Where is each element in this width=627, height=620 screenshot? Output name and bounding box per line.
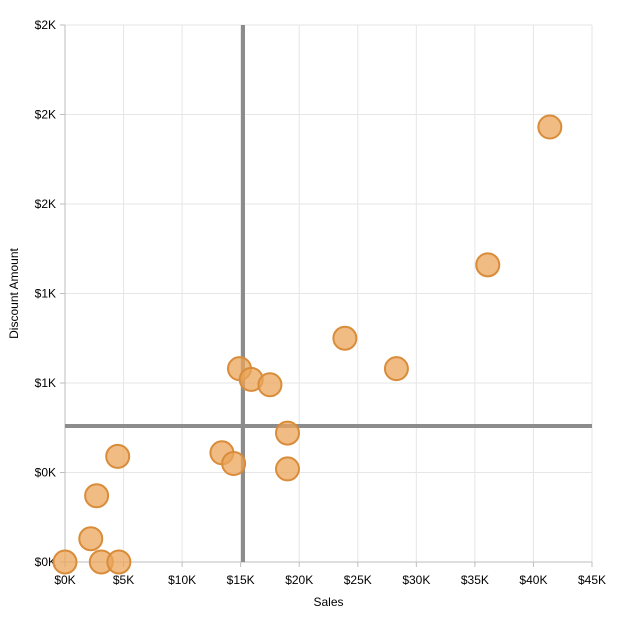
x-tick-label: $25K [344, 573, 372, 587]
reference-lines [65, 25, 592, 562]
x-tick-label: $20K [285, 573, 313, 587]
x-tick-label: $10K [168, 573, 196, 587]
data-point [475, 252, 501, 278]
y-tick-label: $2K [35, 197, 56, 211]
y-tick-label: $1K [35, 287, 56, 301]
data-point [383, 356, 409, 382]
x-tick-label: $30K [402, 573, 430, 587]
y-axis-ticks: $0K $0K $1K $1K $2K $2K $2K [35, 18, 65, 569]
data-point [78, 526, 104, 552]
data-point [106, 549, 132, 575]
y-tick-label: $0K [35, 466, 56, 480]
x-tick-label: $15K [227, 573, 255, 587]
x-axis-title: Sales [313, 595, 343, 609]
data-point [257, 372, 283, 398]
x-axis-ticks: $0K $5K $10K $15K $20K $25K $30K $35K $40K $45K [54, 562, 606, 587]
data-point [275, 420, 301, 446]
data-point [52, 549, 78, 575]
data-point [537, 114, 563, 140]
x-tick-label: $0K [54, 573, 75, 587]
y-axis-title: Discount Amount [7, 247, 21, 338]
data-point [221, 451, 247, 477]
x-tick-label: $35K [461, 573, 489, 587]
data-point [105, 443, 131, 469]
x-tick-label: $40K [519, 573, 547, 587]
data-point [84, 483, 110, 509]
y-tick-label: $2K [35, 18, 56, 32]
data-point [332, 325, 358, 351]
y-tick-label: $1K [35, 376, 56, 390]
data-points [52, 114, 563, 575]
data-point [275, 456, 301, 482]
y-tick-label: $0K [35, 555, 56, 569]
x-tick-label: $45K [578, 573, 606, 587]
grid [65, 24, 593, 562]
y-tick-label: $2K [35, 108, 56, 122]
x-tick-label: $5K [113, 573, 134, 587]
